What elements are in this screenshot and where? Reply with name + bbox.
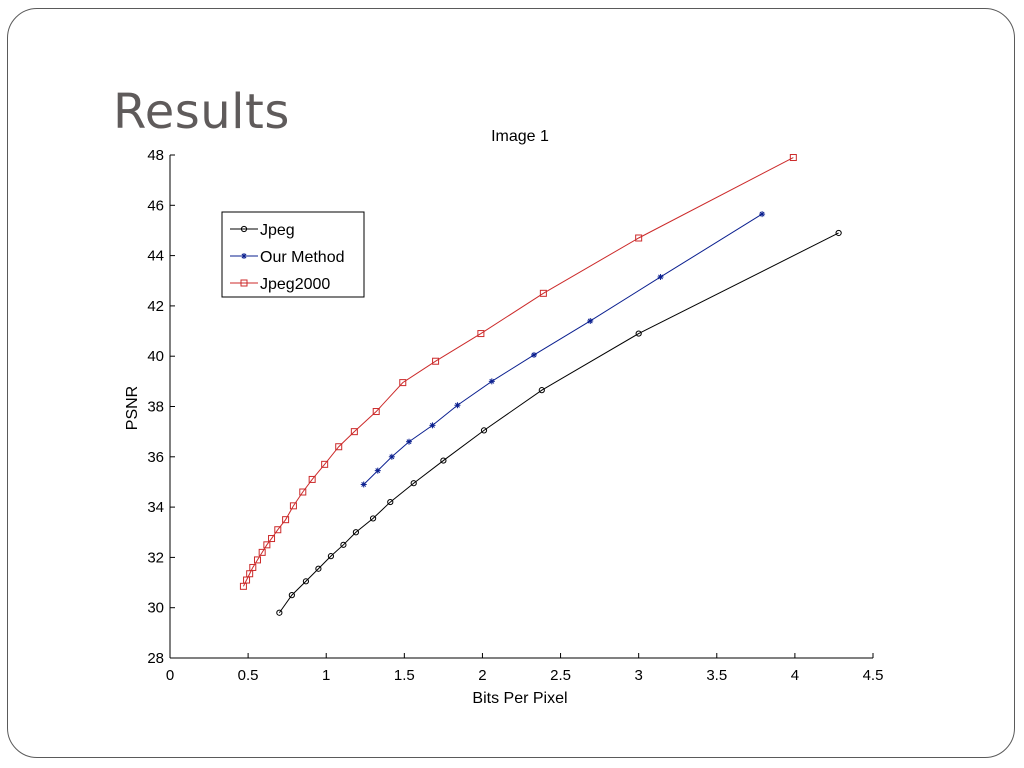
slide-frame <box>7 8 1015 758</box>
data-point <box>352 529 360 536</box>
x-tick-label: 3.5 <box>706 667 727 684</box>
y-tick-label: 46 <box>147 197 164 214</box>
y-tick-label: 28 <box>147 650 164 667</box>
data-point <box>263 541 271 549</box>
legend-label: Our Method <box>260 249 344 266</box>
legend-label: Jpeg2000 <box>260 276 330 293</box>
data-point <box>360 481 367 488</box>
data-point <box>308 475 316 483</box>
legend-entry: Jpeg2000 <box>230 276 330 293</box>
data-point <box>530 351 537 358</box>
data-point <box>789 154 797 162</box>
data-point <box>321 460 329 468</box>
data-point <box>268 535 276 543</box>
data-point <box>335 443 343 451</box>
data-point <box>406 438 413 445</box>
y-tick-label: 38 <box>147 399 164 416</box>
y-tick-label: 32 <box>147 549 164 566</box>
series-jpeg2000 <box>239 154 797 590</box>
data-point <box>302 578 310 585</box>
x-tick-label: 2 <box>478 667 486 684</box>
legend-label: Jpeg <box>260 222 295 239</box>
y-tick-label: 30 <box>147 600 164 617</box>
data-point <box>399 379 407 387</box>
data-point <box>372 408 380 416</box>
data-point <box>454 402 461 409</box>
x-axis-label: Bits Per Pixel <box>472 690 567 707</box>
series-layer <box>239 154 842 616</box>
data-point <box>587 317 594 324</box>
data-point <box>657 273 664 280</box>
data-point <box>258 548 266 556</box>
data-point <box>374 467 381 474</box>
data-point <box>835 229 842 237</box>
legend-marker <box>241 253 247 259</box>
data-point <box>253 556 261 564</box>
data-point <box>388 453 395 460</box>
data-point <box>288 592 295 599</box>
legend-marker <box>240 225 248 233</box>
chart-axes: 0 0.5 1 1.5 2 2.5 3 3.5 4 4.5 28 30 32 34 36 38 40 42 44 46… <box>147 147 883 684</box>
data-point <box>538 387 545 394</box>
data-point <box>410 480 417 487</box>
data-point <box>369 515 377 522</box>
data-point <box>477 330 485 338</box>
x-tick-label: 0 <box>166 667 174 684</box>
slide-title: Results <box>113 84 290 140</box>
data-point <box>289 502 297 510</box>
data-point <box>327 553 335 560</box>
data-point <box>315 565 322 572</box>
data-point <box>488 378 495 385</box>
data-point <box>387 498 394 506</box>
data-point <box>432 357 440 365</box>
series-line <box>363 213 763 485</box>
series-line <box>278 232 839 614</box>
data-point <box>340 541 347 548</box>
data-point <box>429 422 436 429</box>
y-tick-label: 42 <box>147 298 164 315</box>
x-tick-label: 1.5 <box>394 667 415 684</box>
data-point <box>282 516 290 524</box>
x-tick-label: 1 <box>322 667 330 684</box>
data-point <box>759 211 766 218</box>
y-tick-label: 40 <box>147 348 164 365</box>
chart-title: Image 1 <box>491 128 549 145</box>
x-tick-label: 4.5 <box>863 667 884 684</box>
data-point <box>299 488 307 496</box>
data-point <box>276 609 283 616</box>
y-tick-label: 36 <box>147 449 164 466</box>
x-tick-label: 2.5 <box>550 667 571 684</box>
legend-marker <box>240 279 248 287</box>
x-tick-label: 3 <box>634 667 642 684</box>
data-point <box>635 330 642 337</box>
data-point <box>440 457 447 464</box>
data-point <box>350 428 358 436</box>
x-tick-label: 4 <box>791 667 799 684</box>
y-tick-label: 44 <box>147 248 164 265</box>
series-our-method <box>360 211 766 488</box>
y-axis-label: PSNR <box>124 386 141 430</box>
legend-entry: Our Method <box>230 249 344 266</box>
series-jpeg <box>276 229 842 616</box>
legend-entry: Jpeg <box>230 222 295 239</box>
chart-legend: Jpeg Our Method Jpeg2000 <box>221 211 365 298</box>
data-point <box>274 526 282 534</box>
data-point <box>249 563 257 571</box>
x-tick-label: 0.5 <box>238 667 259 684</box>
data-point <box>635 234 643 242</box>
data-point <box>480 427 488 434</box>
y-tick-label: 48 <box>147 147 164 164</box>
y-tick-label: 34 <box>147 499 164 516</box>
data-point <box>539 289 547 297</box>
